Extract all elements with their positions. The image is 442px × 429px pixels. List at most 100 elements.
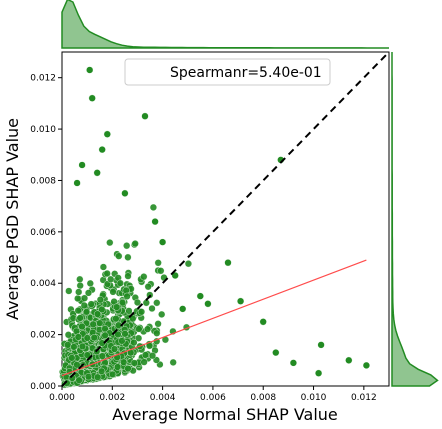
scatter-point xyxy=(122,286,130,295)
scatter-point xyxy=(115,252,123,260)
scatter-point xyxy=(135,325,143,333)
scatter-point xyxy=(121,330,129,338)
scatter-point xyxy=(93,310,102,318)
x-tick-label: 0.006 xyxy=(200,393,226,403)
scatter-point xyxy=(148,352,157,360)
scatter-point xyxy=(113,303,121,311)
scatter-point xyxy=(144,283,152,291)
scatter-point xyxy=(90,334,98,342)
scatter-point xyxy=(133,298,142,307)
scatter-point xyxy=(84,373,93,381)
x-tick-label: 0.004 xyxy=(150,393,176,403)
scatter-point xyxy=(74,294,82,303)
scatter-point xyxy=(204,300,212,308)
scatter-point xyxy=(75,376,83,384)
scatter-point xyxy=(157,267,165,275)
y-tick-label: 0.000 xyxy=(30,382,56,392)
scatter-point xyxy=(96,296,105,304)
scatter-point xyxy=(103,269,111,278)
scatter-point xyxy=(68,354,76,362)
scatter-point xyxy=(125,307,133,315)
scatter-point xyxy=(171,271,179,280)
scatter-point xyxy=(317,341,325,349)
scatter-point xyxy=(89,320,97,328)
x-axis: 0.000 0.002 0.004 0.006 0.008 0.010 0.012 xyxy=(49,386,377,403)
scatter-point xyxy=(98,146,106,154)
scatter-point xyxy=(159,238,167,246)
scatter-point xyxy=(84,289,93,297)
marginal-top-density xyxy=(61,0,389,49)
scatter-points xyxy=(58,66,371,389)
y-axis-title: Average PGD SHAP Value xyxy=(3,118,22,320)
scatter-point xyxy=(64,331,73,339)
scatter-point xyxy=(118,337,126,345)
scatter-point xyxy=(83,351,91,359)
scatter-point xyxy=(112,315,120,323)
scatter-point xyxy=(224,259,232,267)
y-tick-label: 0.008 xyxy=(30,176,56,186)
scatter-point xyxy=(123,292,131,300)
x-tick-label: 0.002 xyxy=(99,393,125,403)
marginal-right xyxy=(391,52,439,387)
scatter-point xyxy=(106,239,114,247)
scatter-point xyxy=(123,242,131,250)
y-tick-label: 0.004 xyxy=(30,279,56,289)
scatter-point xyxy=(96,319,104,327)
scatter-point xyxy=(153,299,161,307)
scatter-point xyxy=(78,322,86,331)
scatter-point xyxy=(109,288,117,296)
scatter-point xyxy=(315,369,323,377)
x-tick-label: 0.000 xyxy=(49,393,75,403)
fit-line xyxy=(61,259,367,377)
diagonal-line xyxy=(61,51,390,387)
scatter-point xyxy=(362,361,371,370)
scatter-point xyxy=(93,169,101,177)
scatter-point xyxy=(114,330,122,339)
scatter-point xyxy=(154,320,162,328)
scatter-point xyxy=(76,314,84,322)
scatter-point xyxy=(120,358,128,366)
scatter-point xyxy=(73,361,81,369)
scatter-point xyxy=(101,331,109,339)
scatter-point xyxy=(107,275,115,283)
legend-label: Spearmanr=5.40e-01 xyxy=(170,65,322,81)
scatter-point xyxy=(94,373,102,381)
scatter-point xyxy=(124,272,132,280)
scatter-point xyxy=(196,292,204,300)
scatter-point xyxy=(80,301,88,310)
scatter-point xyxy=(74,333,82,341)
scatter-point xyxy=(88,94,96,102)
scatter-point xyxy=(130,359,138,367)
scatter-point xyxy=(141,351,150,359)
scatter-point xyxy=(345,356,353,364)
scatter-point xyxy=(99,263,108,271)
scatter-point xyxy=(149,203,158,212)
x-axis-title: Average Normal SHAP Value xyxy=(112,405,338,424)
scatter-point xyxy=(179,305,187,313)
scatter-point xyxy=(113,363,122,371)
scatter-point xyxy=(124,253,132,261)
y-tick-label: 0.012 xyxy=(30,74,56,84)
scatter-point xyxy=(118,299,127,307)
scatter-point xyxy=(237,297,245,305)
scatter-point xyxy=(86,279,94,288)
scatter-point xyxy=(78,342,87,351)
scatter-point xyxy=(110,345,119,353)
scatter-point xyxy=(116,279,124,287)
scatter-point xyxy=(76,275,84,283)
scatter-point xyxy=(73,179,81,187)
legend: Spearmanr=5.40e-01 xyxy=(124,58,331,86)
scatter-point xyxy=(76,282,84,290)
scatter-point xyxy=(83,334,91,342)
x-tick-label: 0.012 xyxy=(351,393,377,403)
scatter-point xyxy=(259,318,267,326)
scatter-point xyxy=(78,161,86,169)
scatter-point xyxy=(151,218,159,226)
scatter-point xyxy=(137,308,146,316)
scatter-point xyxy=(169,358,177,367)
marginal-top xyxy=(61,0,389,49)
scatter-point xyxy=(98,352,106,360)
scatter-point xyxy=(64,341,72,349)
scatter-point xyxy=(70,343,78,351)
